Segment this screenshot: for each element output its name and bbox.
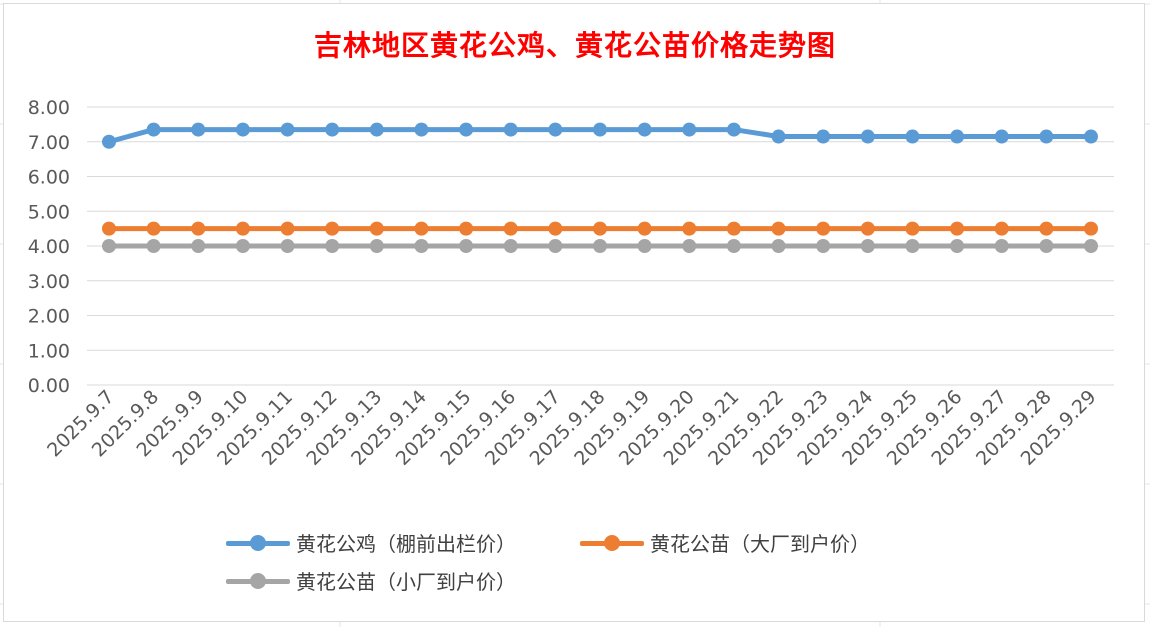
legend-label-series-3: 黄花公苗（小厂到户价）: [296, 570, 516, 594]
data-point-series-2: [548, 221, 563, 236]
data-point-series-2: [816, 221, 831, 236]
data-point-series-2: [191, 221, 206, 236]
data-point-series-1: [1084, 129, 1098, 144]
data-point-series-2: [905, 221, 920, 236]
y-tick-label: 7.00: [28, 132, 70, 154]
data-point-series-3: [191, 239, 206, 253]
data-point-series-1: [414, 122, 429, 137]
data-point-series-2: [1084, 221, 1098, 236]
data-point-series-2: [860, 221, 875, 236]
data-point-series-1: [146, 122, 161, 137]
data-point-series-3: [637, 239, 652, 253]
data-point-series-1: [235, 122, 250, 137]
y-tick-label: 4.00: [28, 236, 70, 258]
data-point-series-3: [325, 239, 340, 253]
legend-item-series-2: 黄花公苗（大厂到户价）: [580, 528, 870, 557]
data-point-series-2: [682, 221, 697, 236]
y-tick-label: 0.00: [28, 375, 70, 397]
data-point-series-1: [593, 122, 607, 137]
y-tick-label: 6.00: [28, 167, 70, 189]
data-point-series-1: [191, 122, 206, 137]
data-point-series-3: [102, 239, 116, 253]
data-point-series-2: [503, 221, 518, 236]
data-point-series-3: [503, 239, 518, 253]
data-point-series-1: [503, 122, 518, 137]
data-point-series-3: [414, 239, 429, 253]
legend-item-series-1: 黄花公鸡（棚前出栏价）: [226, 528, 516, 557]
data-point-series-3: [146, 239, 161, 253]
y-tick-label: 5.00: [28, 201, 70, 223]
legend-item-series-3: 黄花公苗（小厂到户价）: [226, 566, 516, 595]
legend-marker-series-3: [226, 571, 290, 591]
data-point-series-1: [950, 129, 965, 144]
data-point-series-3: [459, 239, 474, 253]
data-point-series-1: [459, 122, 474, 137]
data-point-series-2: [280, 221, 295, 236]
data-point-series-2: [726, 221, 741, 236]
y-tick-label: 3.00: [28, 271, 70, 293]
data-point-series-2: [593, 221, 607, 236]
data-point-series-3: [816, 239, 831, 253]
legend-marker-series-2: [580, 533, 644, 553]
data-point-series-2: [102, 221, 116, 236]
chart-area[interactable]: [3, 3, 1145, 622]
data-point-series-3: [905, 239, 920, 253]
data-point-series-3: [280, 239, 295, 253]
data-point-series-1: [102, 134, 116, 149]
data-point-series-1: [994, 129, 1009, 144]
data-point-series-1: [860, 129, 875, 144]
data-point-series-3: [726, 239, 741, 253]
data-point-series-2: [146, 221, 161, 236]
y-tick-label: 8.00: [28, 97, 70, 119]
data-point-series-1: [280, 122, 295, 137]
data-point-series-2: [325, 221, 340, 236]
data-point-series-3: [593, 239, 607, 253]
data-point-series-1: [548, 122, 563, 137]
data-point-series-3: [235, 239, 250, 253]
data-point-series-3: [860, 239, 875, 253]
data-point-series-3: [369, 239, 384, 253]
data-point-series-1: [369, 122, 384, 137]
data-point-series-3: [682, 239, 697, 253]
data-point-series-2: [369, 221, 384, 236]
data-point-series-1: [905, 129, 920, 144]
chart-title: 吉林地区黄花公鸡、黄花公苗价格走势图: [313, 29, 836, 62]
data-point-series-1: [682, 122, 697, 137]
data-point-series-3: [950, 239, 965, 253]
data-point-series-3: [1084, 239, 1098, 253]
data-point-series-1: [816, 129, 831, 144]
data-point-series-1: [1039, 129, 1054, 144]
legend-label-series-2: 黄花公苗（大厂到户价）: [650, 532, 870, 556]
data-point-series-2: [994, 221, 1009, 236]
data-point-series-2: [637, 221, 652, 236]
data-point-series-3: [994, 239, 1009, 253]
data-point-series-1: [771, 129, 786, 144]
data-point-series-2: [1039, 221, 1054, 236]
data-point-series-1: [726, 122, 741, 137]
data-point-series-2: [235, 221, 250, 236]
legend-marker-series-1: [226, 533, 290, 553]
y-tick-label: 1.00: [28, 340, 70, 362]
data-point-series-1: [325, 122, 340, 137]
data-point-series-2: [459, 221, 474, 236]
data-point-series-2: [771, 221, 786, 236]
data-point-series-1: [637, 122, 652, 137]
data-point-series-2: [414, 221, 429, 236]
data-point-series-2: [950, 221, 965, 236]
data-point-series-3: [771, 239, 786, 253]
y-tick-label: 2.00: [28, 306, 70, 328]
legend-label-series-1: 黄花公鸡（棚前出栏价）: [296, 532, 516, 556]
data-point-series-3: [1039, 239, 1054, 253]
data-point-series-3: [548, 239, 563, 253]
